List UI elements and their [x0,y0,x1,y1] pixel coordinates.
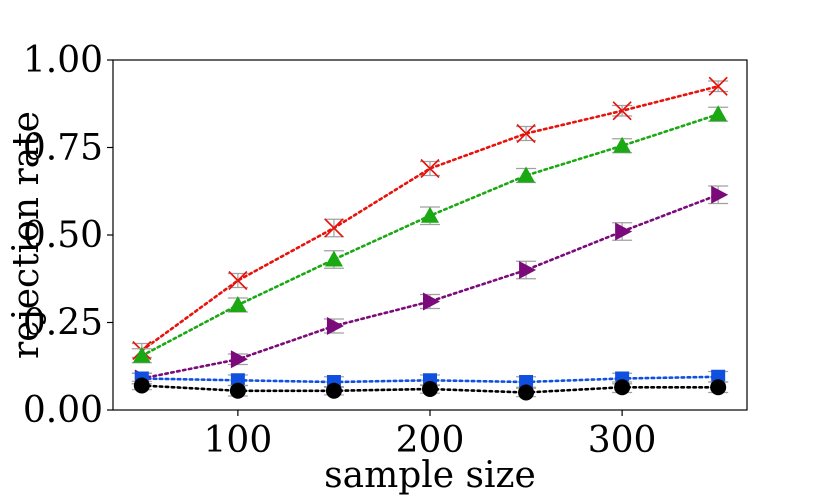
data-point [421,206,439,223]
data-point [710,379,727,396]
series-green-triangle [131,105,729,364]
x-stroke [516,123,536,144]
data-point [517,166,536,183]
data-point [228,296,247,312]
y-tick-label: 0.50 [23,215,103,256]
data-point [324,218,344,238]
data-point [613,136,632,153]
y-tick-label: 1.00 [23,40,103,81]
x-stroke [612,101,632,121]
data-point [420,158,440,179]
series-line [140,113,720,358]
x-stroke [420,158,440,179]
data-point [422,381,438,397]
x-stroke [228,270,248,291]
x-tick-label: 100 [204,420,273,461]
data-point [423,292,440,311]
data-point [518,384,535,401]
y-tick-label: 0.00 [23,390,103,431]
series-black-circle [131,377,729,401]
plot-frame [112,59,748,411]
data-point [711,185,729,204]
data-point [324,250,343,267]
x-stroke [324,218,344,238]
data-point [612,101,632,121]
data-point [132,346,151,363]
series-layer [131,76,729,401]
data-point [325,382,342,399]
y-tick-label: 0.75 [23,128,103,169]
data-point [230,350,248,369]
x-axis-title: sample size [324,455,536,496]
axes-layer: 100 200 300 0.00 0.25 0.50 0.75 1.00 [23,40,657,461]
series-purple-triangle [131,185,729,388]
y-tick-label: 0.25 [23,303,103,344]
y-axis-title: rejection rate [6,111,47,359]
data-point [133,377,150,394]
x-stroke [708,76,728,96]
data-point [614,379,631,396]
data-point [519,261,537,279]
data-point [709,105,728,122]
data-point [229,382,246,399]
data-point [516,123,536,144]
data-point [228,270,248,291]
x-tick-label: 200 [396,420,465,461]
data-point [708,76,728,96]
data-point [326,317,344,335]
series-red-x [131,76,729,361]
x-tick-label: 300 [588,420,657,461]
data-point [615,222,633,241]
